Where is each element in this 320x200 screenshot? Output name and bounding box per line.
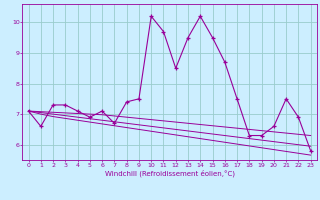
X-axis label: Windchill (Refroidissement éolien,°C): Windchill (Refroidissement éolien,°C) (105, 169, 235, 177)
